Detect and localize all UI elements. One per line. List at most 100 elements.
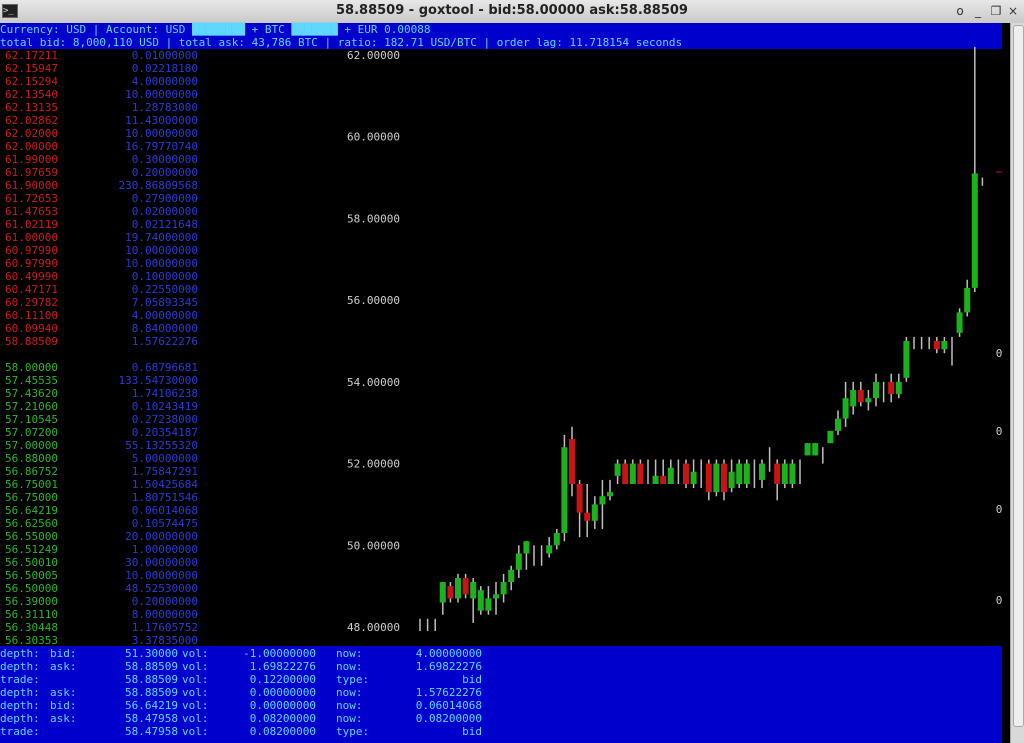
candle-body [705,463,712,493]
bid-volume: 0.10574475 [131,517,198,530]
log-type: depth: [0,660,40,673]
ask-volume: 1.57622276 [131,335,198,348]
terminal-icon[interactable]: >_ [2,4,18,18]
bid-price: 56.64219 [5,504,58,517]
candle-body [667,467,674,484]
bid-price: 57.10545 [5,413,58,426]
candle-body [439,582,446,603]
ask-volume: 11.43000000 [125,114,198,127]
candle-body [690,471,697,484]
log-now-label: now: [336,660,363,673]
ask-volume: 10.00000000 [125,88,198,101]
bid-volume: 30.00000000 [125,556,198,569]
log-vol-label: vol: [182,686,209,699]
bid-price: 57.43620 [5,387,58,400]
ask-price: 62.17211 [5,49,58,62]
log-type: trade: [0,673,40,686]
log-now-label: now: [336,686,363,699]
log-now-label: type: [336,673,370,686]
candle-body [903,341,910,378]
ask-volume: 1.28783000 [131,101,198,114]
close-button[interactable]: × [1007,4,1019,18]
bid-volume: 10.00000000 [125,569,198,582]
right-axis-marker: 0 [996,503,1003,516]
bid-volume: 0.06014068 [131,504,198,517]
menu-icon[interactable]: o [956,4,964,18]
ask-price: 62.02862 [5,114,58,127]
bid-volume: 55.13255320 [125,439,198,452]
bid-volume: 3.37835000 [131,634,198,647]
log-price: 58.88509 [125,686,178,699]
ask-price: 60.49990 [5,270,58,283]
log-volume: 1.69822276 [249,660,316,673]
log-now: 1.69822276 [415,660,482,673]
y-tick-label: 56.00000 [347,294,400,307]
ask-price: 62.13135 [5,101,58,114]
bid-volume: 0.27238000 [131,413,198,426]
ask-volume: 0.20000000 [131,166,198,179]
bid-volume: 20.00000000 [125,530,198,543]
log-side: ask: [50,660,77,673]
ask-price: 61.72653 [5,192,58,205]
ask-price: 62.15294 [5,75,58,88]
window-title: 58.88509 - goxtool - bid:58.00000 ask:58… [336,3,688,18]
log-side: ask: [50,686,77,699]
log-now: 4.00000000 [415,647,482,660]
ask-price: 60.47171 [5,283,58,296]
bid-volume: 0.10243419 [131,400,198,413]
candle-body [850,390,857,407]
ask-volume: 0.02218180 [131,62,198,75]
log-volume: -1.00000000 [243,647,316,660]
ask-price: 61.99000 [5,153,58,166]
y-tick-label: 60.00000 [347,131,400,144]
candle-body [941,341,948,350]
log-vol-label: vol: [182,712,209,725]
log-side: bid: [50,699,77,712]
window-titlebar[interactable]: >_ 58.88509 - goxtool - bid:58.00000 ask… [0,0,1024,24]
log-now: bid [462,673,482,686]
bid-volume: 0.68796681 [131,361,198,374]
bid-price: 56.39000 [5,595,58,608]
terminal-scrollbar[interactable] [1010,23,1024,743]
ask-volume: 19.74000000 [125,231,198,244]
bid-price: 57.45535 [5,374,58,387]
ask-volume: 0.10000000 [131,270,198,283]
candle-body [447,586,454,599]
log-vol-label: vol: [182,673,209,686]
candle-body [637,463,644,484]
candle-body [804,443,811,456]
candle-body [842,398,849,419]
maximize-button[interactable]: ❐ [990,4,1002,18]
candle-body [569,439,575,484]
candle-body [599,496,606,505]
log-vol-label: vol: [182,647,209,660]
log-now-label: now: [336,647,363,660]
candle-body [964,287,971,313]
candle-body [774,463,781,484]
ask-volume: 16.79770740 [125,140,198,153]
bid-volume: 1.74106238 [131,387,198,400]
ask-volume: 8.84000000 [131,322,198,335]
log-type: depth: [0,699,40,712]
terminal-area[interactable] [0,23,1010,743]
bid-price: 58.00000 [5,361,58,374]
account-status-line: Currency: USD | Account: USD ████████ + … [0,23,1002,36]
totals-status-line: total bid: 8,000,110 USD | total ask: 43… [0,36,1002,49]
candle-body [933,341,940,350]
minimize-button[interactable]: _ [975,4,981,18]
log-vol-label: vol: [182,725,209,738]
scrollbar-thumb[interactable] [1013,25,1024,727]
candle-body [857,390,864,403]
bid-price: 56.30353 [5,634,58,647]
ask-price: 62.15947 [5,62,58,75]
log-now-label: now: [336,712,363,725]
log-type: trade: [0,725,40,738]
candle-body [956,312,963,333]
candle-body [629,463,636,484]
price-chart: 62.00000 60.00000 58.00000 56.00000 54.00000… [347,46,1003,634]
ask-price: 60.97990 [5,244,58,257]
y-tick-label: 48.00000 [347,621,400,634]
bid-price: 56.31110 [5,608,58,621]
candle-body [728,471,735,489]
candle-body [888,381,895,395]
